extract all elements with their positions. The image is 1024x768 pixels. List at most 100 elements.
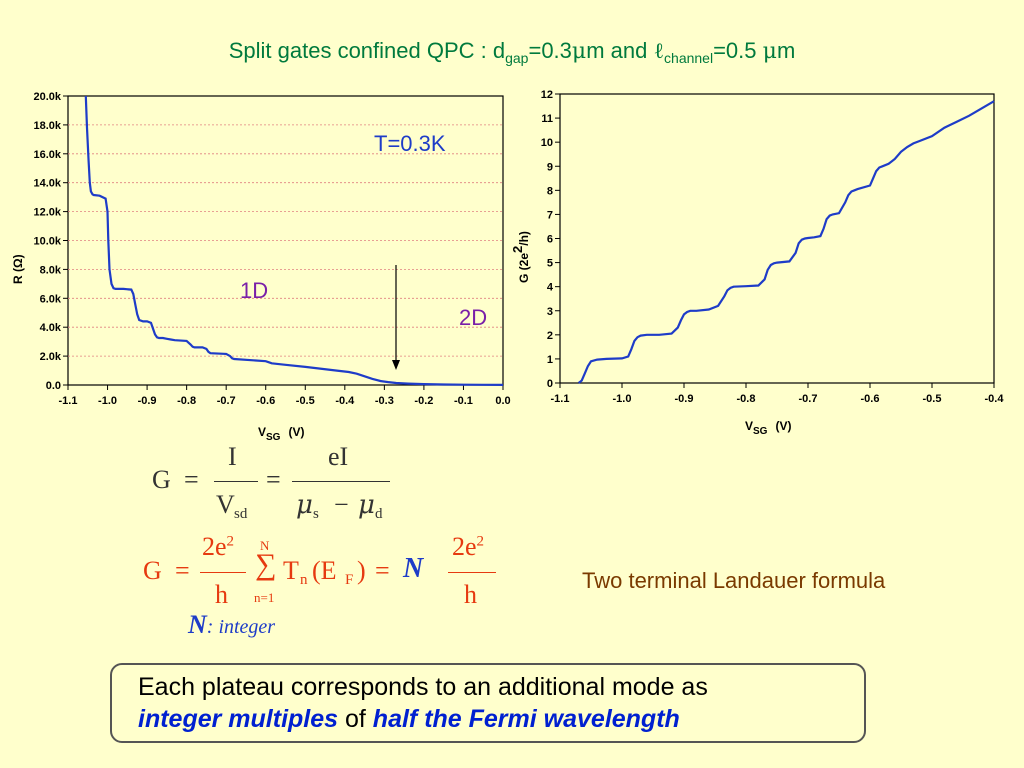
x-tick-label: -0.4 (985, 393, 1005, 405)
temperature-annotation: T=0.3K (374, 131, 446, 156)
y-tick-label: 12 (541, 89, 553, 101)
x-tick-label: -1.1 (551, 393, 570, 405)
x-tick-label: -0.4 (335, 395, 355, 407)
eq2-t: T (283, 556, 299, 585)
y-tick-label: 6 (547, 234, 553, 246)
title-text: Split gates confined QPC : d (228, 38, 506, 63)
x-tick-label: -0.7 (217, 395, 236, 407)
plateau-line-2: integer multiples of half the Fermi wave… (138, 703, 864, 735)
x-tick-label: -1.0 (98, 395, 117, 407)
y-tick-label: 8 (547, 185, 553, 197)
eq1-fraction-bar-1 (214, 481, 258, 482)
eq2-e-open: (E (312, 556, 337, 585)
x-tick-label: -0.9 (138, 395, 157, 407)
eq1-equals-2: = (266, 465, 281, 494)
x-tick-label: -1.0 (613, 393, 632, 405)
eq2-frac2-den: h (464, 580, 477, 609)
title-unit-and: m and (586, 38, 654, 63)
title-ell-symbol: ℓ (653, 39, 665, 64)
x-tick-label: -0.2 (414, 395, 433, 407)
y-tick-label: 4.0k (40, 322, 62, 334)
y-tick-label: 0.0 (46, 380, 61, 392)
y-tick-label: 18.0k (33, 120, 61, 132)
y-tick-label: 3 (547, 306, 553, 318)
eq1-minus: − (334, 490, 349, 519)
y-tick-label: 16.0k (33, 149, 61, 161)
y-tick-label: 8.0k (40, 264, 62, 276)
eq2-equals: = (175, 556, 190, 585)
one-d-annotation: 1D (240, 278, 268, 303)
title-gap-value: =0.3 (528, 38, 572, 63)
title-channel-subscript: channel (664, 50, 714, 66)
y-tick-label: 12.0k (33, 207, 61, 219)
eq2-frac2-num: 2e2 (452, 532, 485, 561)
transition-arrowhead (392, 360, 400, 370)
eq2-sum-symbol: ∑ (255, 548, 277, 581)
y-tick-label: 2 (547, 330, 553, 342)
x-tick-label: -0.9 (675, 393, 694, 405)
plateau-line-1: Each plateau corresponds to an additiona… (138, 673, 708, 701)
eq2-e-sub: F (345, 572, 354, 588)
eq2-e-close: ) (357, 556, 366, 585)
y-tick-label: 1 (547, 354, 553, 366)
x-tick-label: -0.7 (799, 393, 818, 405)
x-tick-label: -0.3 (375, 395, 394, 407)
eq1-mu-s-sub: s (313, 506, 319, 522)
y-tick-label: 7 (547, 209, 553, 221)
title-mu-symbol: μ (571, 39, 587, 64)
y-tick-label: 9 (547, 161, 553, 173)
n-integer-symbol: N (188, 610, 207, 639)
x-tick-label: 0.0 (495, 395, 510, 407)
resistance-x-axis-label: VSG (V) (258, 425, 304, 443)
highlight-half-fermi-wavelength: half the Fermi wavelength (372, 705, 680, 733)
title-unit-m: m (776, 38, 796, 63)
resistance-curve (84, 95, 504, 386)
x-tick-label: -0.1 (454, 395, 473, 407)
conductance-chart: -1.1 -1.0 -0.9 -0.8 -0.7 -0.6 -0.5 -0.4 0123456… (510, 89, 1004, 437)
n-integer-text: : integer (206, 616, 276, 638)
y-tick-label: 0 (547, 378, 553, 390)
y-tick-label: 20.0k (33, 91, 61, 103)
eq1-mu-d-sub: d (375, 506, 383, 522)
eq2-lhs: G (143, 556, 162, 585)
y-tick-label: 4 (547, 282, 554, 294)
x-tick-label: -0.8 (737, 393, 756, 405)
charts-canvas: -1.1 -1.0 -0.9 -0.8 -0.7 -0.6 -0.5 -0.4 -0.3 -0.2… (11, 89, 1004, 443)
slide-title: Split gates confined QPC : dgap=0.3μm an… (0, 38, 1024, 66)
eq2-sum-bottom: n=1 (254, 590, 275, 605)
y-tick-label: 10 (541, 137, 553, 149)
eq2-frac-num: 2e2 (202, 532, 235, 561)
eq2-fraction-bar (200, 572, 246, 573)
eq2-t-sub: n (300, 572, 308, 588)
y-tick-label: 6.0k (40, 293, 62, 305)
x-tick-label: -0.6 (861, 393, 880, 405)
resistance-y-axis-label: R (Ω) (11, 254, 25, 284)
eq1-lhs: G (152, 465, 171, 494)
eq2-sum-top: N (260, 538, 270, 553)
eq1-fraction-bar-2 (292, 481, 390, 482)
eq2-equals-2: = (375, 556, 390, 585)
title-gap-subscript: gap (505, 50, 529, 66)
eq2-fraction-bar-2 (448, 572, 496, 573)
eq2-n: N (403, 553, 424, 584)
plateau-of: of (338, 705, 373, 733)
x-tick-label: -0.8 (177, 395, 196, 407)
eq1-equals: = (184, 465, 199, 494)
eq2-frac-den: h (215, 580, 228, 609)
n-integer-note: N: integer (188, 610, 275, 640)
eq1-mu-d: μ (358, 490, 375, 520)
plateau-explanation-box: Each plateau corresponds to an additiona… (110, 663, 866, 743)
two-d-annotation: 2D (459, 305, 487, 330)
y-tick-label: 10.0k (33, 236, 61, 248)
y-tick-label: 11 (541, 113, 553, 125)
title-mu-symbol-2: μ (762, 39, 777, 64)
y-tick-label: 14.0k (33, 178, 61, 190)
x-tick-label: -0.5 (923, 393, 942, 405)
conductance-x-axis-label: VSG (V) (745, 419, 791, 437)
conductance-curve (577, 100, 995, 384)
y-tick-label: 2.0k (40, 351, 62, 363)
eq1-mu-s: μ (296, 490, 313, 520)
highlight-integer-multiples: integer multiples (138, 705, 339, 733)
x-tick-label: -0.6 (256, 395, 275, 407)
eq1-denominator-v: V (216, 490, 235, 519)
